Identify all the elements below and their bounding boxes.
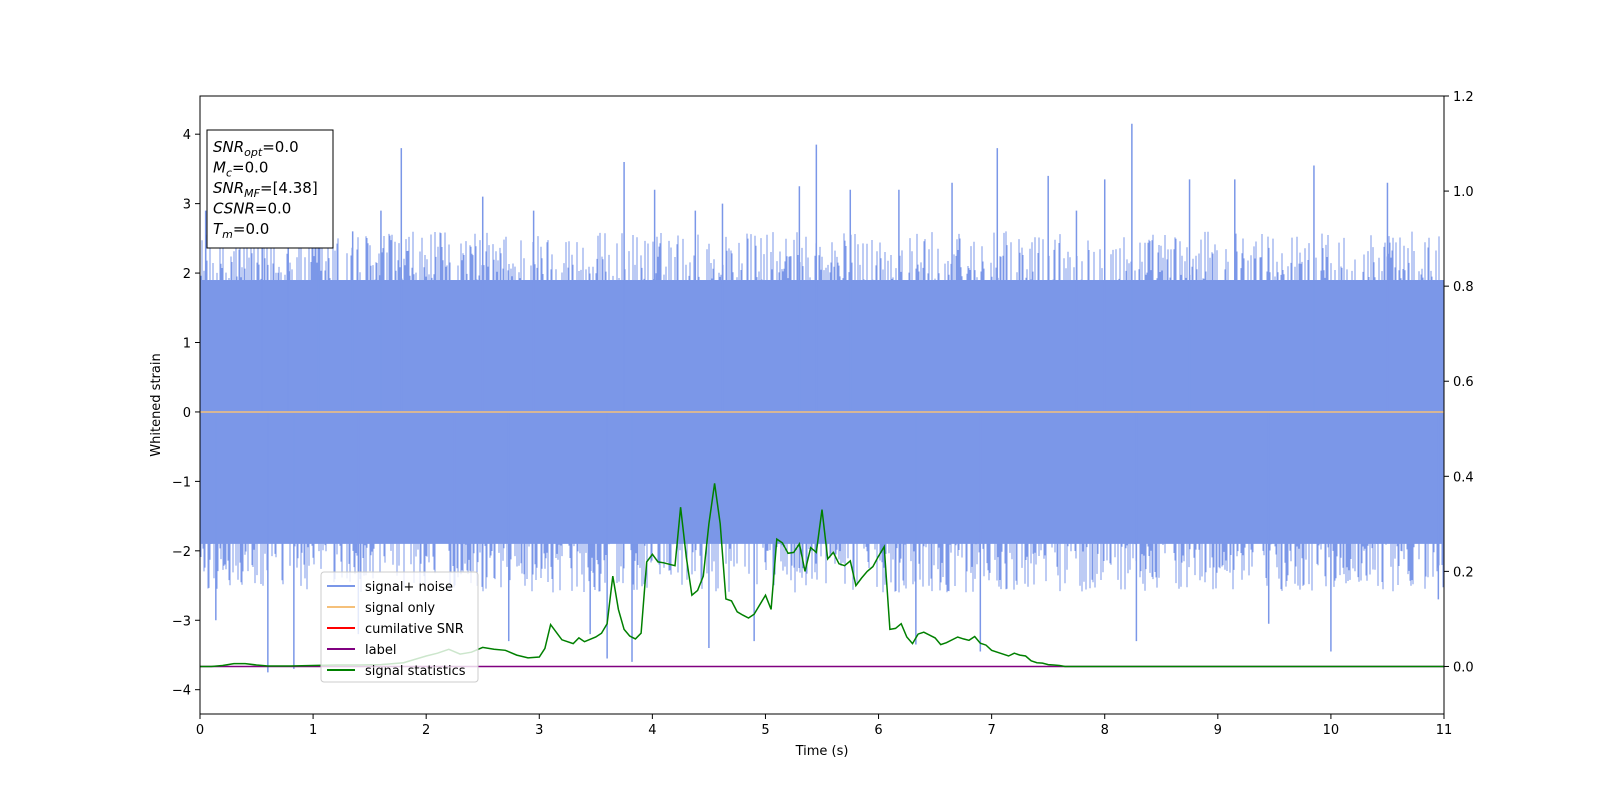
y-right-tick-label: 1.0 [1453, 185, 1474, 200]
y-right-tick-label: 0.4 [1453, 470, 1474, 485]
y-right-tick-label: 0.6 [1453, 375, 1474, 390]
y-right-tick-label: 1.2 [1453, 90, 1474, 105]
x-tick-label: 2 [422, 723, 430, 738]
y-tick-label: 2 [183, 267, 191, 282]
y-right-tick-label: 0.2 [1453, 565, 1474, 580]
y-tick-label: 0 [183, 406, 191, 421]
y-tick-label: 4 [183, 128, 191, 143]
annotation-box-frame [206, 129, 334, 249]
y-tick-label: 3 [183, 198, 191, 213]
x-tick-label: 6 [874, 723, 882, 738]
x-tick-label: 5 [761, 723, 769, 738]
y-right-tick-label: 0.8 [1453, 280, 1474, 295]
y-tick-label: 1 [183, 337, 191, 352]
y-tick-label: −1 [172, 475, 191, 490]
annotation-line: SNRMF=[4.38] [213, 179, 318, 200]
y-axis-label: Whitened strain [149, 353, 164, 456]
plot-frame [199, 95, 1445, 715]
x-tick-label: 9 [1214, 723, 1222, 738]
x-tick-label: 8 [1101, 723, 1109, 738]
legend-label: signal only [365, 601, 435, 616]
x-axis-label: Time (s) [795, 744, 849, 759]
legend-label: signal+ noise [365, 580, 453, 595]
series-signal-statistics-line [200, 483, 1444, 668]
annotation-line: SNRopt=0.0 [213, 138, 299, 159]
x-axis: 0 1 2 3 4 5 6 7 8 9 10 11 [196, 714, 1452, 738]
y-axis-left: −4 −3 −2 −1 0 1 2 3 4 [172, 128, 200, 699]
annotation-line: Tm=0.0 [213, 220, 269, 241]
legend-label: signal statistics [365, 664, 466, 679]
legend-label: cumilative SNR [365, 622, 464, 637]
x-tick-label: 1 [309, 723, 317, 738]
annotation-line: Mc=0.0 [213, 159, 268, 180]
legend: signal+ noise signal only cumilative SNR la… [320, 571, 479, 683]
y-tick-label: −4 [172, 684, 191, 699]
y-tick-label: −2 [172, 545, 191, 560]
x-tick-label: 11 [1436, 723, 1453, 738]
x-tick-label: 10 [1323, 723, 1340, 738]
legend-label: label [365, 643, 396, 658]
annotation-line: CSNR=0.0 [213, 200, 291, 218]
y-axis-right: 0.0 0.2 0.4 0.6 0.8 1.0 1.2 [1444, 90, 1474, 675]
x-tick-label: 7 [987, 723, 995, 738]
y-tick-label: −3 [172, 614, 191, 629]
legend-frame [320, 571, 479, 683]
x-tick-label: 3 [535, 723, 543, 738]
y-right-tick-label: 0.0 [1453, 660, 1474, 675]
x-tick-label: 0 [196, 723, 204, 738]
x-tick-label: 4 [648, 723, 656, 738]
